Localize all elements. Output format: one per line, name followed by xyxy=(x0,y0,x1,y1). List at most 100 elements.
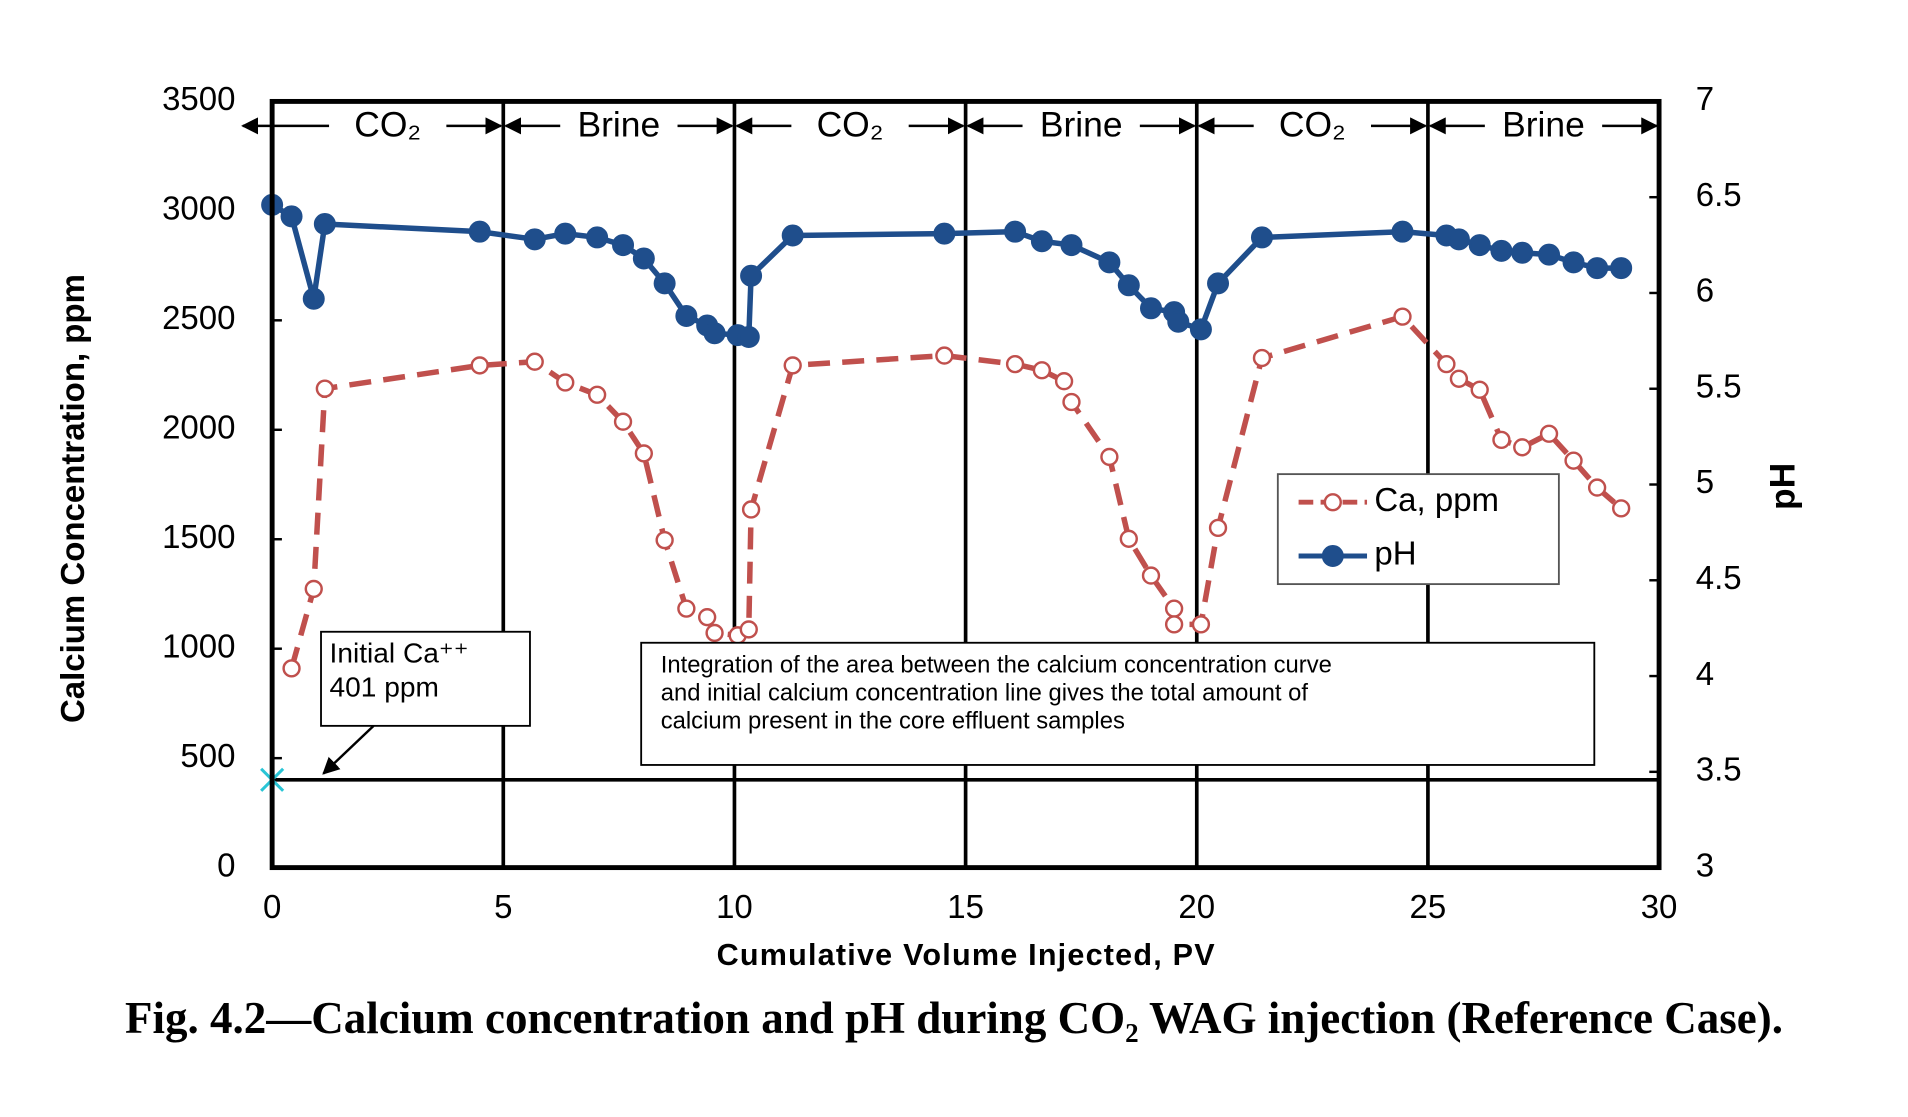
data-point xyxy=(1164,615,1184,634)
y-tick-label: 500 xyxy=(180,737,235,774)
x-tick-label: 30 xyxy=(1641,888,1678,925)
data-point xyxy=(634,444,654,463)
data-point xyxy=(740,264,763,287)
y-axis-label: Calcium Concentration, ppm xyxy=(54,274,91,723)
y-tick-label: 1500 xyxy=(162,518,235,555)
annotation-text: 401 ppm xyxy=(330,672,439,703)
annotation-arrow xyxy=(322,724,375,775)
y-tick-label: 3500 xyxy=(162,80,235,117)
data-point xyxy=(1492,430,1511,450)
data-point xyxy=(632,247,655,270)
data-point xyxy=(1098,251,1121,274)
y2-tick-label: 7 xyxy=(1696,80,1714,117)
data-point xyxy=(554,222,577,245)
data-point xyxy=(302,287,325,310)
data-point xyxy=(1610,257,1633,280)
x-tick-label: 5 xyxy=(494,888,512,925)
data-point xyxy=(1141,566,1161,585)
data-point xyxy=(587,385,607,404)
y2-tick-label: 6 xyxy=(1696,272,1714,309)
y2-tick-label: 3 xyxy=(1696,846,1714,883)
legend-marker xyxy=(1321,545,1344,567)
plot-frame xyxy=(269,98,1662,871)
phase-label: CO₂ xyxy=(1279,104,1346,144)
data-point xyxy=(1252,348,1272,368)
data-point xyxy=(1393,307,1412,326)
data-point xyxy=(677,599,696,618)
annotation-box xyxy=(320,630,531,727)
data-point xyxy=(1586,257,1609,280)
data-point xyxy=(586,226,609,249)
data-point xyxy=(1612,499,1631,518)
data-point xyxy=(612,234,635,257)
phase-label-bg xyxy=(1253,107,1371,145)
data-point xyxy=(1032,361,1052,380)
data-point xyxy=(1447,228,1470,251)
data-point xyxy=(1511,241,1534,264)
phase-label: CO₂ xyxy=(817,104,884,144)
phase-label-bg xyxy=(791,107,909,145)
y2-tick-label: 5.5 xyxy=(1696,367,1742,404)
data-point xyxy=(1562,251,1585,274)
y2-tick-label: 6.5 xyxy=(1696,176,1742,213)
y2-tick-label: 5 xyxy=(1696,463,1714,500)
phase-label: Brine xyxy=(578,104,661,144)
data-point xyxy=(1030,230,1053,253)
data-point xyxy=(313,213,336,236)
data-point xyxy=(739,620,758,639)
legend-marker xyxy=(1323,493,1342,512)
x-tick-label: 20 xyxy=(1178,888,1215,925)
caption: Fig. 4.2—Calcium concentration and pH du… xyxy=(125,993,1783,1043)
y2-axis-label: pH xyxy=(1762,463,1802,510)
x-tick-label: 25 xyxy=(1410,888,1447,925)
y2-tick-label: 4.5 xyxy=(1696,559,1742,596)
y-tick-label: 2000 xyxy=(162,409,235,446)
phase-label: Brine xyxy=(1502,104,1585,144)
phase-label-bg xyxy=(560,107,678,145)
data-point xyxy=(705,623,724,643)
x-tick-label: 15 xyxy=(947,888,984,925)
series-line xyxy=(288,313,1623,670)
data-point xyxy=(1513,438,1532,457)
y2-tick-label: 3.5 xyxy=(1696,751,1742,788)
y-tick-label: 1000 xyxy=(162,627,235,664)
x-tick-label: 10 xyxy=(716,888,753,925)
data-point xyxy=(1250,226,1273,249)
legend-label: pH xyxy=(1374,535,1416,572)
data-point xyxy=(280,205,303,228)
x-tick-label: 0 xyxy=(263,888,281,925)
data-point xyxy=(1167,310,1190,333)
data-point xyxy=(1004,220,1027,243)
data-point xyxy=(525,352,544,371)
data-point xyxy=(282,659,301,678)
data-point xyxy=(304,579,323,599)
data-point xyxy=(1191,615,1211,634)
data-point xyxy=(1208,518,1228,538)
data-point xyxy=(1391,220,1414,243)
y-tick-label: 3000 xyxy=(162,190,235,227)
data-point xyxy=(315,379,335,398)
data-point xyxy=(1062,392,1081,412)
data-point xyxy=(933,222,956,245)
annotation-text: Initial Ca⁺⁺ xyxy=(330,637,469,668)
data-point xyxy=(741,500,761,519)
annotation-text: calcium present in the core effluent sam… xyxy=(661,707,1125,734)
data-point xyxy=(703,322,726,345)
data-point xyxy=(1468,234,1491,257)
data-point xyxy=(1119,529,1138,548)
data-point xyxy=(737,326,760,349)
data-point xyxy=(1538,243,1561,266)
data-point xyxy=(468,220,491,243)
data-point xyxy=(781,224,804,247)
phase-label-bg xyxy=(1022,107,1140,145)
phase-label-bg xyxy=(329,107,447,145)
data-point xyxy=(1587,478,1607,497)
phase-label: CO₂ xyxy=(354,104,421,144)
data-point xyxy=(783,356,802,375)
data-point xyxy=(1470,380,1489,399)
data-point xyxy=(1437,354,1456,374)
data-point xyxy=(935,346,954,365)
data-point xyxy=(1005,354,1025,374)
